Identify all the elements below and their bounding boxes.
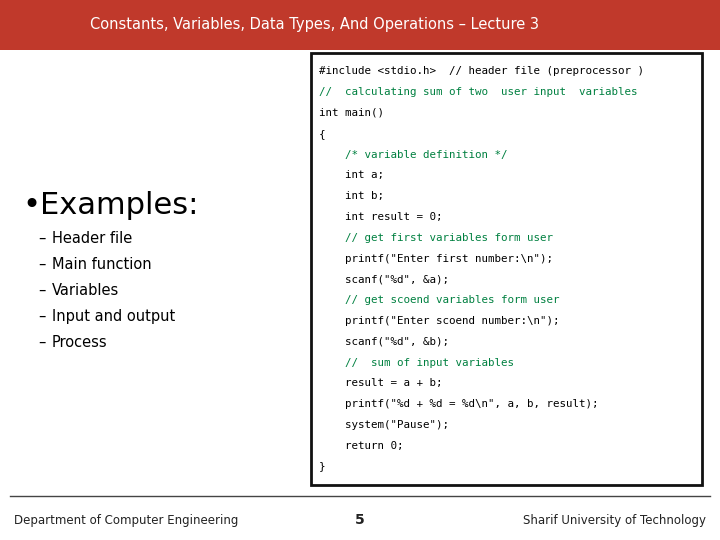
Text: Process: Process [52,335,107,350]
Text: int a;: int a; [319,170,384,180]
Text: /* variable definition */: /* variable definition */ [319,150,508,159]
Text: Header file: Header file [52,231,132,246]
Text: return 0;: return 0; [319,441,403,451]
Text: –: – [38,309,45,323]
Text: {: { [319,129,325,139]
Text: Department of Computer Engineering: Department of Computer Engineering [14,514,238,526]
Text: scanf("%d", &b);: scanf("%d", &b); [319,337,449,347]
Text: system("Pause");: system("Pause"); [319,420,449,430]
Bar [0,0,720,50]
Text: printf("Enter first number:\n");: printf("Enter first number:\n"); [319,253,553,264]
Text: •: • [22,191,40,220]
Text: //  sum of input variables: // sum of input variables [319,357,514,368]
Text: printf("%d + %d = %d\n", a, b, result);: printf("%d + %d = %d\n", a, b, result); [319,399,598,409]
Text: //  calculating sum of two  user input  variables: // calculating sum of two user input var… [319,87,637,97]
Text: int main(): int main() [319,108,384,118]
Text: // get first variables form user: // get first variables form user [319,233,553,242]
Text: Examples:: Examples: [40,191,199,220]
Text: –: – [38,283,45,298]
Text: –: – [38,231,45,246]
Bar [311,53,702,485]
Text: –: – [38,256,45,272]
Text: Constants, Variables, Data Types, And Operations – Lecture 3: Constants, Variables, Data Types, And Op… [90,17,539,32]
Text: // get scoend variables form user: // get scoend variables form user [319,295,559,305]
Text: Input and output: Input and output [52,309,175,323]
Text: Sharif University of Technology: Sharif University of Technology [523,514,706,526]
Text: }: } [319,462,325,471]
Text: Main function: Main function [52,256,152,272]
Text: int result = 0;: int result = 0; [319,212,443,222]
Text: #include <stdio.h>  // header file (preprocessor ): #include <stdio.h> // header file (prepr… [319,66,644,76]
Text: int b;: int b; [319,191,384,201]
Text: –: – [38,335,45,350]
Text: scanf("%d", &a);: scanf("%d", &a); [319,274,449,285]
Text: result = a + b;: result = a + b; [319,379,443,388]
Text: Variables: Variables [52,283,120,298]
Text: 5: 5 [355,513,365,527]
Text: printf("Enter scoend number:\n");: printf("Enter scoend number:\n"); [319,316,559,326]
